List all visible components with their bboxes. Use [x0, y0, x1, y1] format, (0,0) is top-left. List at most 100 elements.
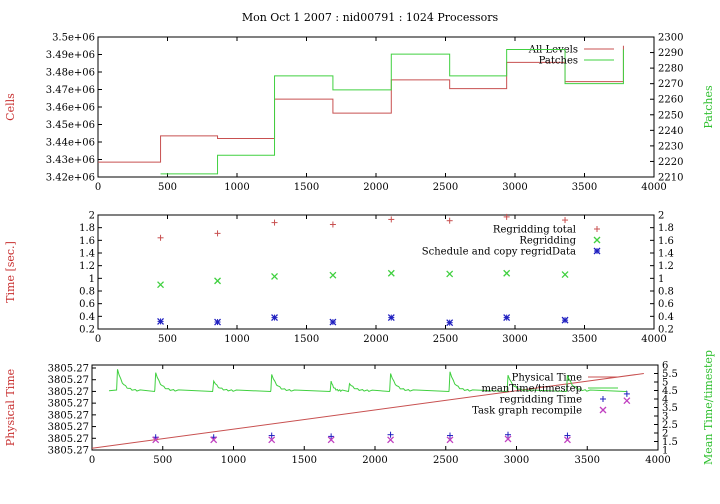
top-legend-label: All Levels [528, 45, 578, 56]
bottom-legend-label: regridding Time [500, 395, 582, 406]
middle-point [561, 316, 569, 324]
bottom-point [504, 435, 512, 443]
bottom-y2tick-label: 3.5 [662, 403, 678, 414]
top-y2tick-label: 2220 [658, 157, 683, 168]
middle-ytick-label: 0.8 [79, 287, 95, 298]
bottom-ytick-label: 3805.27 [48, 422, 89, 433]
middle-xtick-label: 2000 [363, 334, 388, 345]
bottom-ytick-label: 3805.27 [48, 375, 89, 386]
bottom-xtick-label: 4000 [645, 455, 670, 466]
middle-y2tick-label: 0.6 [658, 299, 674, 310]
bottom-ytick-label: 3805.27 [48, 410, 89, 421]
top-y2tick-label: 2260 [658, 95, 683, 106]
middle-point [271, 272, 278, 280]
middle-legend-marker [593, 247, 601, 255]
panel-top: 0 500 1000 1500 2000 2500 3000 3500 4000 3.42e+06… [4, 33, 715, 194]
middle-xtick-label: 1000 [224, 334, 249, 345]
middle-point [214, 318, 221, 326]
bottom-point [623, 397, 631, 405]
bottom-xtick-label: 0 [89, 455, 95, 466]
top-xtick-label: 1500 [294, 182, 319, 193]
bottom-xtick-label: 1000 [221, 455, 246, 466]
middle-ytick-label: 0.4 [79, 312, 95, 323]
middle-ytick-label: 1.8 [79, 223, 95, 234]
bottom-point [152, 436, 160, 444]
middle-y2tick-label: 1 [658, 274, 664, 285]
top-y2tick-label: 2250 [658, 110, 683, 121]
top-ytick-label: 3.47e+06 [46, 85, 95, 96]
top-xtick-label: 3500 [572, 182, 597, 193]
bottom-ytick-label: 3805.27 [48, 399, 89, 410]
middle-y2tick-label: 1.2 [658, 261, 674, 272]
middle-xtick-label: 4000 [641, 334, 666, 345]
panel-middle: 0 500 1000 1500 2000 2500 3000 3500 40000.20.40.… [4, 211, 674, 346]
top-xtick-label: 2000 [363, 182, 388, 193]
top-y2tick-label: 2280 [658, 64, 683, 75]
figure-title: Mon Oct 1 2007 : nid00791 : 1024 Process… [242, 11, 499, 24]
middle-point [329, 318, 337, 326]
middle-ytick-label: 1.2 [79, 261, 95, 272]
middle-ytick-label: 0.6 [79, 299, 95, 310]
middle-legend-label: Regridding [519, 236, 576, 247]
bottom-point [268, 436, 276, 444]
bottom-y2tick-label: 5.5 [662, 369, 678, 380]
top-y2tick-label: 2270 [658, 79, 683, 90]
middle-point [157, 281, 165, 289]
top-xtick-label: 3000 [502, 182, 527, 193]
bottom-y2tick-label: 2.5 [662, 420, 678, 431]
top-y2tick-label: 2230 [658, 141, 683, 152]
top-xtick-label: 0 [95, 182, 101, 193]
top-xtick-label: 4000 [641, 182, 666, 193]
middle-point [503, 314, 511, 322]
middle-point [387, 314, 395, 322]
bottom-xtick-label: 2500 [433, 455, 458, 466]
top-y2tick-label: 2210 [658, 173, 683, 184]
bottom-ytick-label: 3805.27 [48, 387, 89, 398]
top-xtick-label: 2500 [433, 182, 458, 193]
middle-xtick-label: 1500 [294, 334, 319, 345]
top-y2tick-label: 2240 [658, 126, 683, 137]
bottom-ytick-label: 3805.27 [48, 364, 89, 375]
middle-legend-label: Regridding total [493, 225, 576, 236]
panel-bottom: 0 500 1000 1500 2000 2500 3000 3500 40003805.273… [4, 350, 715, 466]
bottom-xtick-label: 1500 [292, 455, 317, 466]
bottom-y2tick-label: 4 [662, 395, 668, 406]
middle-y2tick-label: 2 [658, 211, 664, 222]
middle-ylabel: Time [sec.] [4, 241, 17, 303]
middle-point [561, 271, 569, 278]
bottom-legend-label: meanTime/timestep [481, 384, 582, 395]
bottom-y2tick-label: 6 [662, 361, 668, 372]
bottom-legend-label: Task graph recompile [472, 406, 582, 417]
bottom-y2tick-label: 5 [662, 378, 668, 389]
top-xtick-label: 1000 [224, 182, 249, 193]
bottom-ytick-label: 3805.27 [48, 434, 89, 445]
bottom-point [563, 436, 571, 444]
middle-ytick-label: 1.4 [79, 249, 95, 260]
bottom-ylabel: Physical Time [4, 369, 17, 446]
top-ytick-label: 3.46e+06 [46, 103, 95, 114]
middle-y2tick-label: 1.8 [658, 223, 674, 234]
bottom-point [327, 436, 335, 444]
top-series-patches [160, 48, 624, 175]
middle-xtick-label: 0 [95, 334, 101, 345]
bottom-y2tick-label: 1 [662, 446, 668, 457]
top-xtick-label: 500 [158, 182, 177, 193]
top-ylabel: Cells [4, 93, 17, 121]
top-ytick-label: 3.48e+06 [46, 68, 95, 79]
bottom-point [210, 436, 218, 444]
bottom-point [387, 436, 395, 444]
top-y2tick-label: 2300 [658, 33, 683, 44]
bottom-xtick-label: 2000 [362, 455, 387, 466]
top-ytick-label: 3.43e+06 [46, 155, 95, 166]
middle-point [157, 317, 165, 325]
middle-point [214, 277, 221, 285]
bottom-ytick-label: 3805.27 [48, 446, 89, 457]
middle-xtick-label: 2500 [433, 334, 458, 345]
middle-legend-marker [593, 236, 601, 244]
bottom-series-mean-time [108, 369, 628, 393]
top-ytick-label: 3.5e+06 [52, 33, 95, 44]
bottom-y2label: Mean Time/timestep [702, 350, 715, 465]
top-y2label: Patches [702, 85, 715, 129]
bottom-series-physical-time [91, 373, 644, 449]
